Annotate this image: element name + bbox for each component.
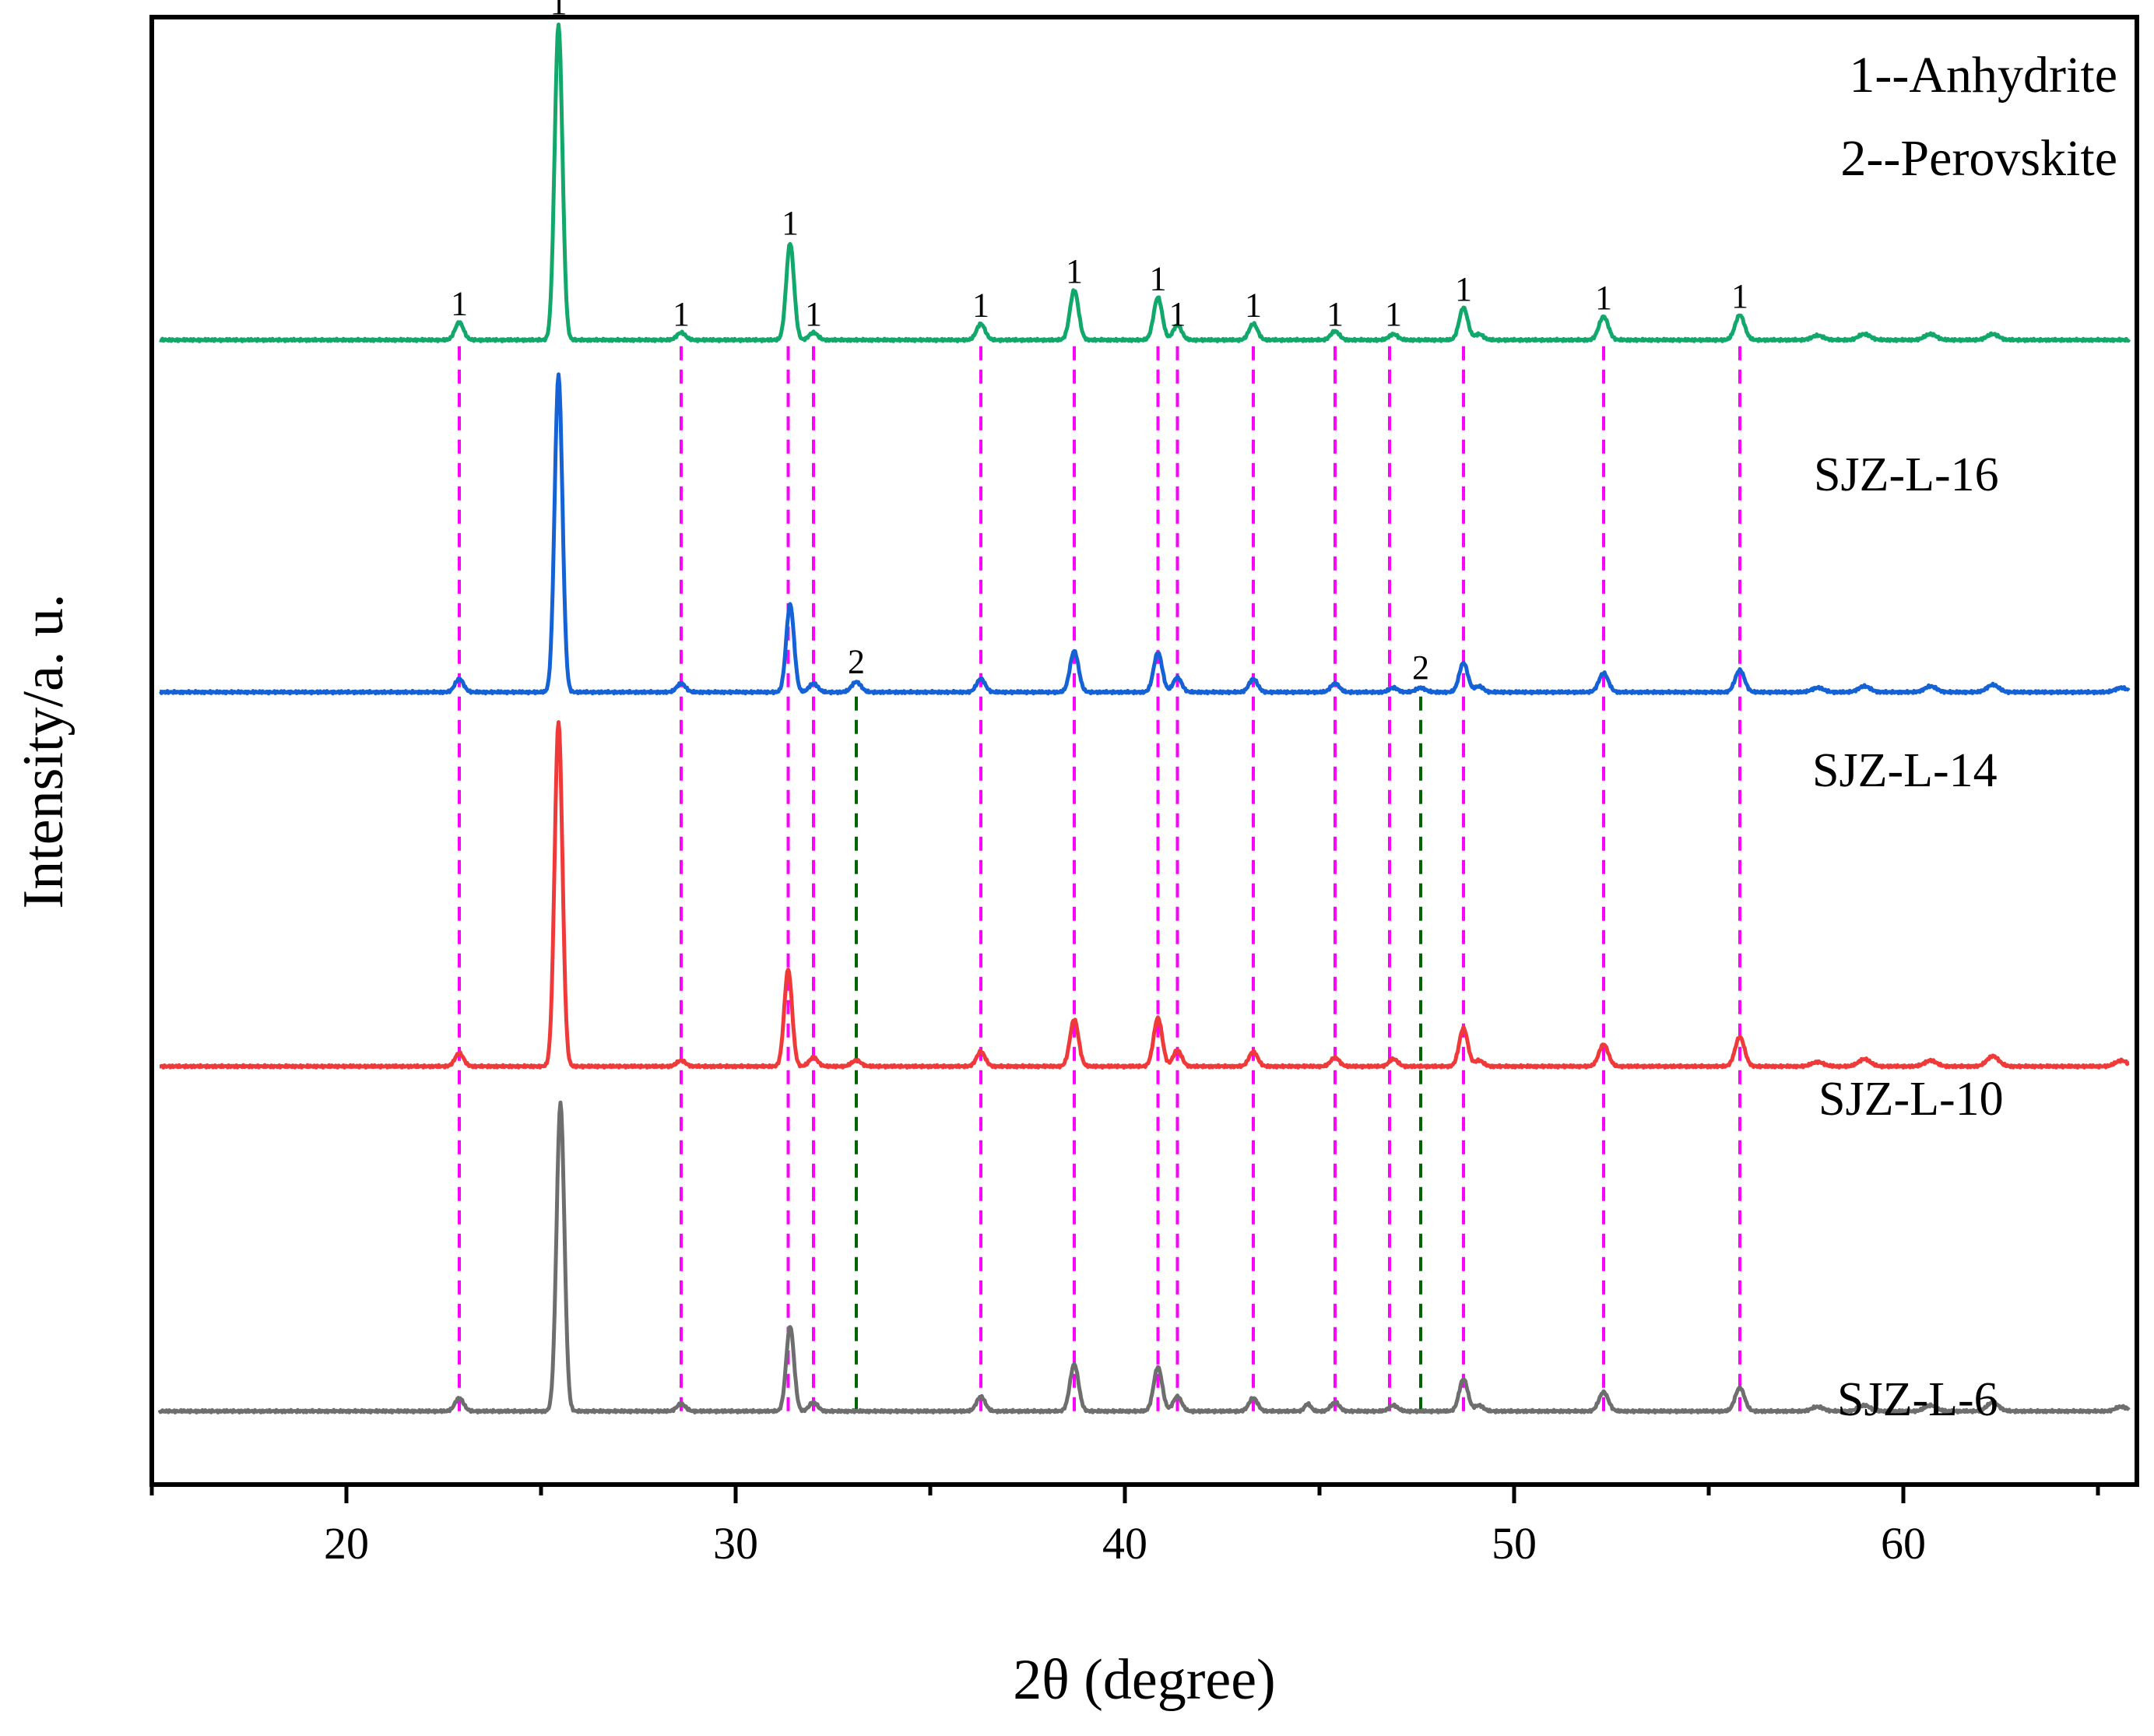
series-label-sjz-l-16: SJZ-L-16: [1814, 448, 1999, 501]
series-line-sjz-l-6: [157, 1100, 2131, 1414]
perovskite-peak-label: 2: [848, 643, 865, 681]
anhydrite-peak-label: 1: [1731, 277, 1748, 315]
plot-frame: [149, 15, 2139, 1487]
x-axis-title: 2θ (degree): [1013, 1648, 1275, 1712]
series-label-sjz-l-10: SJZ-L-10: [1818, 1073, 2004, 1126]
series-label-sjz-l-14: SJZ-L-14: [1812, 744, 1998, 797]
reference-lines: [458, 339, 1741, 1411]
anhydrite-peak-label: 1: [1066, 252, 1083, 290]
anhydrite-peak-label: 1: [805, 295, 822, 333]
anhydrite-peak-label: 1: [1150, 260, 1167, 298]
anhydrite-peak-label: 1: [972, 286, 989, 325]
series-label-sjz-l-6: SJZ-L-6: [1837, 1373, 1998, 1426]
anhydrite-peak-label: 1: [673, 295, 690, 333]
anhydrite-peak-label: 1: [782, 204, 799, 242]
series-line-sjz-l-16: [158, 23, 2131, 343]
x-tick-label: 30: [713, 1518, 758, 1569]
data-series: [157, 23, 2131, 1414]
anhydrite-peak-label: 1: [1169, 295, 1186, 333]
x-tick-label: 60: [1881, 1518, 1926, 1569]
anhydrite-peak-label: 1: [1595, 279, 1612, 317]
perovskite-peak-label: 2: [1412, 648, 1429, 687]
anhydrite-peak-label: 1: [1455, 270, 1472, 308]
x-tick-label: 50: [1492, 1518, 1537, 1569]
anhydrite-peak-label: 1: [451, 285, 468, 323]
x-tick-label: 40: [1102, 1518, 1147, 1569]
anhydrite-peak-label: 1: [1385, 295, 1402, 333]
series-line-sjz-l-10: [158, 720, 2131, 1070]
x-tick-label: 20: [324, 1518, 369, 1569]
anhydrite-peak-label: 1: [1245, 286, 1262, 325]
legend-entry-anhydrite: 1--Anhydrite: [1849, 47, 2117, 104]
y-axis-title: Intensity/a. u.: [12, 594, 76, 909]
legend-entry-perovskite: 2--Perovskite: [1840, 130, 2117, 187]
series-line-sjz-l-14: [158, 372, 2131, 696]
anhydrite-peak-label: 1: [1326, 295, 1344, 333]
x-axis: 20 30 40 50 60: [149, 1485, 2100, 1569]
